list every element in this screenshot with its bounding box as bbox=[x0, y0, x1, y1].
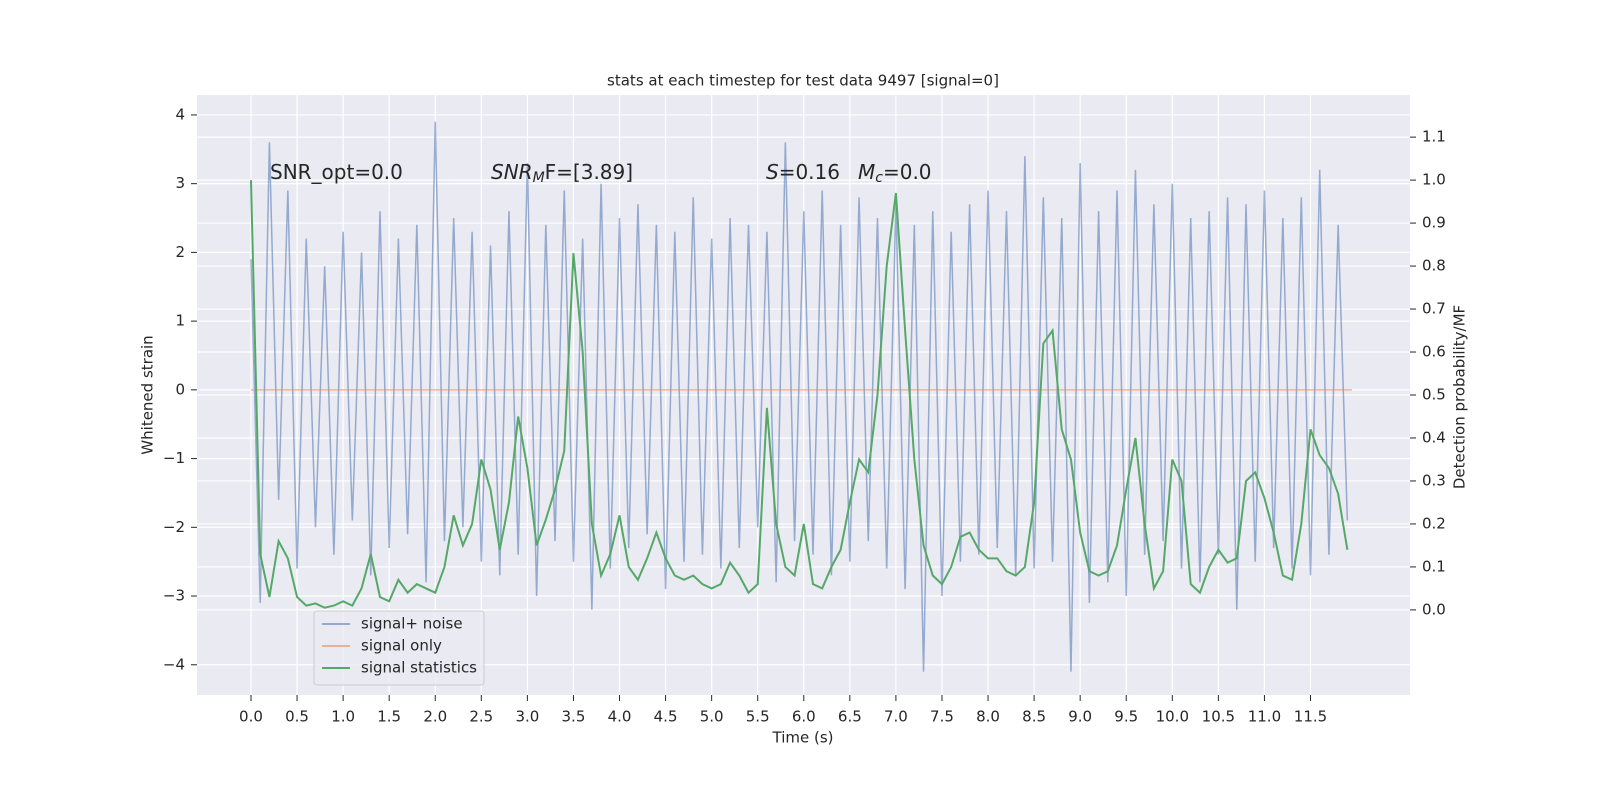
x-tick-label: 11.0 bbox=[1248, 708, 1281, 726]
y2-tick-label: 1.1 bbox=[1422, 128, 1446, 146]
x-tick-label: 1.5 bbox=[377, 708, 401, 726]
legend: signal+ noise signal only signal statistic… bbox=[313, 610, 485, 686]
y-tick-label: 1 bbox=[175, 312, 185, 330]
x-tick-label: 0.0 bbox=[239, 708, 263, 726]
x-tick-label: 7.0 bbox=[884, 708, 908, 726]
x-tick-label: 3.0 bbox=[515, 708, 539, 726]
y-tick-label: −4 bbox=[163, 655, 185, 673]
y2-tick-label: 0.8 bbox=[1422, 257, 1446, 275]
y2-tick-label: 0.2 bbox=[1422, 514, 1446, 532]
annotation-part: =0.16 bbox=[779, 160, 840, 184]
x-tick-label: 4.5 bbox=[654, 708, 678, 726]
x-tick-label: 6.0 bbox=[792, 708, 816, 726]
y2-axis-label: Detection probability/MF bbox=[1451, 305, 1469, 489]
y2-tick-label: 0.9 bbox=[1422, 214, 1446, 232]
y2-tick-label: 1.0 bbox=[1422, 171, 1446, 189]
y-tick-label: 3 bbox=[175, 174, 185, 192]
x-tick-label: 9.5 bbox=[1114, 708, 1138, 726]
x-tick-label: 10.0 bbox=[1156, 708, 1189, 726]
series-line bbox=[250, 121, 1349, 672]
y2-tick-label: 0.5 bbox=[1422, 386, 1446, 404]
x-tick-label: 8.5 bbox=[1022, 708, 1046, 726]
x-tick-label: 6.5 bbox=[838, 708, 862, 726]
y-axis-label: Whitened strain bbox=[139, 335, 157, 454]
x-tick-label: 2.5 bbox=[469, 708, 493, 726]
marks bbox=[249, 121, 1352, 672]
x-tick-label: 7.5 bbox=[930, 708, 954, 726]
y2-tick-label: 0.4 bbox=[1422, 428, 1446, 446]
x-tick-label: 2.0 bbox=[423, 708, 447, 726]
y2-tick-label: 0.3 bbox=[1422, 471, 1446, 489]
legend-label: signal statistics bbox=[361, 659, 477, 677]
annotation: SNR_opt=0.0 bbox=[270, 160, 403, 184]
legend-box bbox=[313, 610, 485, 686]
annotation-part: F=[3.89] bbox=[545, 160, 633, 184]
y-tick-label: 2 bbox=[175, 243, 185, 261]
x-tick-label: 8.0 bbox=[976, 708, 1000, 726]
y2-tick-label: 0.1 bbox=[1422, 557, 1446, 575]
x-tick-label: 5.5 bbox=[746, 708, 770, 726]
annotation: Mc=0.0 bbox=[858, 160, 932, 187]
x-tick-label: 1.0 bbox=[331, 708, 355, 726]
x-tick-label: 4.0 bbox=[608, 708, 632, 726]
legend-label: signal+ noise bbox=[361, 615, 463, 633]
annotation: SNRMF=[3.89] bbox=[491, 160, 633, 187]
x-tick-label: 11.5 bbox=[1294, 708, 1327, 726]
y-tick-label: −2 bbox=[163, 518, 185, 536]
annotation-part: S bbox=[766, 160, 779, 184]
chart-title: stats at each timestep for test data 949… bbox=[607, 72, 999, 90]
annotation-part: M bbox=[858, 160, 875, 184]
x-tick-label: 3.5 bbox=[562, 708, 586, 726]
annotation-part: =0.0 bbox=[883, 160, 932, 184]
x-axis-label: Time (s) bbox=[772, 729, 834, 747]
annotation-part: M bbox=[533, 170, 545, 186]
y-tick-label: 4 bbox=[175, 105, 185, 123]
axes: 0.0 0.5 1.0 1.5 2.0 2.5 3.0 3.5 4.0 4.5 5.0 5.5 6.0 6… bbox=[163, 105, 1446, 725]
y2-tick-label: 0.0 bbox=[1422, 600, 1446, 618]
series-line bbox=[249, 180, 1349, 609]
y-tick-label: 0 bbox=[175, 380, 185, 398]
legend-label: signal only bbox=[361, 637, 442, 655]
x-tick-label: 10.5 bbox=[1202, 708, 1235, 726]
y-tick-label: −3 bbox=[163, 587, 185, 605]
x-tick-label: 0.5 bbox=[285, 708, 309, 726]
annotation-part: SNR_opt=0.0 bbox=[270, 160, 403, 184]
annotation-part: SNR bbox=[491, 160, 533, 184]
y-tick-label: −1 bbox=[163, 449, 185, 467]
y2-tick-label: 0.7 bbox=[1422, 300, 1446, 318]
annotation: S=0.16 bbox=[766, 160, 840, 184]
annotation-part: c bbox=[875, 170, 883, 186]
x-tick-label: 9.0 bbox=[1068, 708, 1092, 726]
y2-tick-label: 0.6 bbox=[1422, 343, 1446, 361]
x-tick-label: 5.0 bbox=[700, 708, 724, 726]
